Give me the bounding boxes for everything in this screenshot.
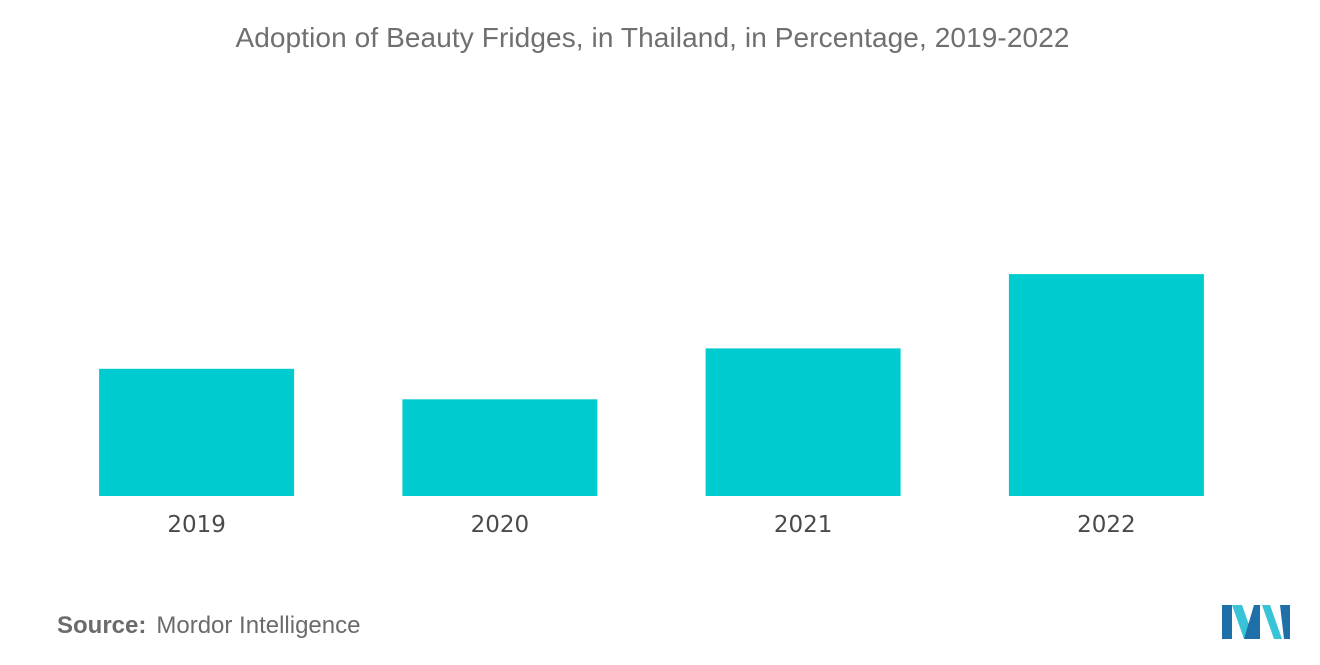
bar-2019 (99, 368, 295, 496)
x-tick-label-2022: 2022 (1077, 512, 1136, 538)
logo-mid-dark (1244, 605, 1260, 639)
bars-group (99, 274, 1204, 496)
x-axis-ticks: 2019 2020 2021 2022 (167, 512, 1135, 538)
bar-2020 (402, 399, 598, 496)
x-tick-label-2020: 2020 (471, 512, 530, 538)
mordor-intelligence-logo-icon (1222, 605, 1290, 639)
x-tick-label-2021: 2021 (774, 512, 833, 538)
logo-right-slash (1262, 605, 1282, 639)
x-tick-label-2019: 2019 (167, 512, 226, 538)
bar-2022 (1008, 274, 1204, 496)
logo-right-dark (1280, 605, 1290, 639)
logo-left-dark (1222, 605, 1232, 639)
bar-2021 (705, 348, 901, 496)
chart-title: Adoption of Beauty Fridges, in Thailand,… (235, 22, 1070, 53)
source-text: Mordor Intelligence (156, 612, 361, 639)
source-note: Source: Mordor Intelligence (57, 612, 360, 640)
source-label: Source: (57, 612, 147, 639)
